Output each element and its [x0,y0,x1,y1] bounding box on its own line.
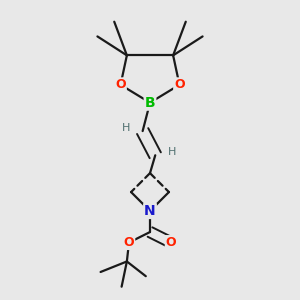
Text: N: N [144,204,156,218]
Text: H: H [168,147,176,157]
Text: O: O [124,236,134,249]
Text: O: O [115,78,126,91]
Text: B: B [145,96,155,110]
Text: O: O [166,236,176,249]
Text: H: H [122,123,130,133]
Text: O: O [174,78,185,91]
